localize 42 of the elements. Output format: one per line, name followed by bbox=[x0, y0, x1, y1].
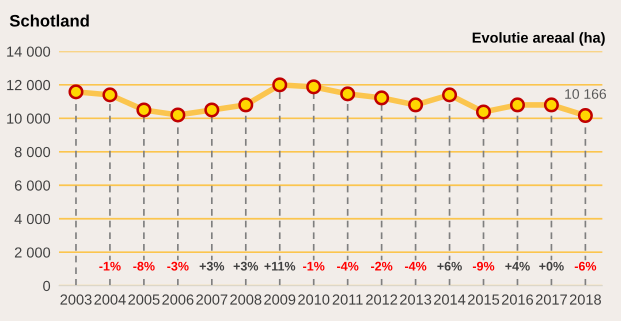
annotation: +3% bbox=[200, 262, 224, 271]
annotation: +11% bbox=[264, 262, 296, 271]
x-tick-label: 2006 bbox=[162, 294, 194, 305]
annotation: +6% bbox=[437, 262, 462, 271]
annotation: -4% bbox=[337, 262, 358, 271]
x-tick-label: 2007 bbox=[196, 294, 228, 305]
x-tick-label: 2018 bbox=[570, 294, 601, 305]
annotation: -4% bbox=[404, 262, 426, 271]
x-tick-label: 2012 bbox=[366, 294, 398, 305]
annotation: -6% bbox=[574, 262, 596, 271]
y-tick-label: 10 000 bbox=[7, 113, 50, 124]
y-axis-title: Evolutie areaal (ha) bbox=[472, 32, 605, 46]
x-tick-label: 2009 bbox=[264, 294, 296, 305]
annotation: +4% bbox=[505, 262, 530, 271]
y-tick-label: 4 000 bbox=[14, 214, 50, 224]
x-tick-label: 2016 bbox=[502, 294, 534, 305]
annotation: -9% bbox=[472, 262, 494, 271]
x-tick-label: 2017 bbox=[536, 294, 567, 305]
y-tick-label: 12 000 bbox=[7, 80, 50, 90]
x-tick-label: 2005 bbox=[128, 294, 160, 305]
x-tick-label: 2010 bbox=[298, 294, 330, 305]
x-tick-label: 2015 bbox=[468, 294, 500, 305]
annotation: +0% bbox=[539, 262, 564, 271]
annotation: -1% bbox=[303, 262, 324, 271]
annotation: -2% bbox=[371, 262, 392, 271]
y-tick-label: 2 000 bbox=[14, 247, 50, 258]
x-tick-label: 2003 bbox=[60, 294, 92, 305]
x-tick-label: 2004 bbox=[94, 294, 126, 305]
y-tick-label: 6 000 bbox=[14, 180, 50, 191]
y-tick-label: 14 000 bbox=[7, 46, 50, 57]
x-tick-label: 2011 bbox=[332, 294, 363, 305]
y-tick-label: 0 bbox=[43, 280, 50, 292]
annotation: -1% bbox=[99, 262, 121, 271]
x-tick-label: 2014 bbox=[434, 294, 466, 305]
chart-title: Schotland bbox=[10, 14, 89, 27]
y-tick-label: 8 000 bbox=[14, 146, 50, 158]
annotation: 10 166 bbox=[565, 89, 606, 99]
annotation: -8% bbox=[133, 262, 155, 271]
x-tick-label: 2013 bbox=[400, 294, 432, 305]
annotation: +3% bbox=[234, 262, 258, 271]
x-tick-label: 2008 bbox=[230, 294, 262, 305]
annotation: -3% bbox=[167, 262, 189, 271]
